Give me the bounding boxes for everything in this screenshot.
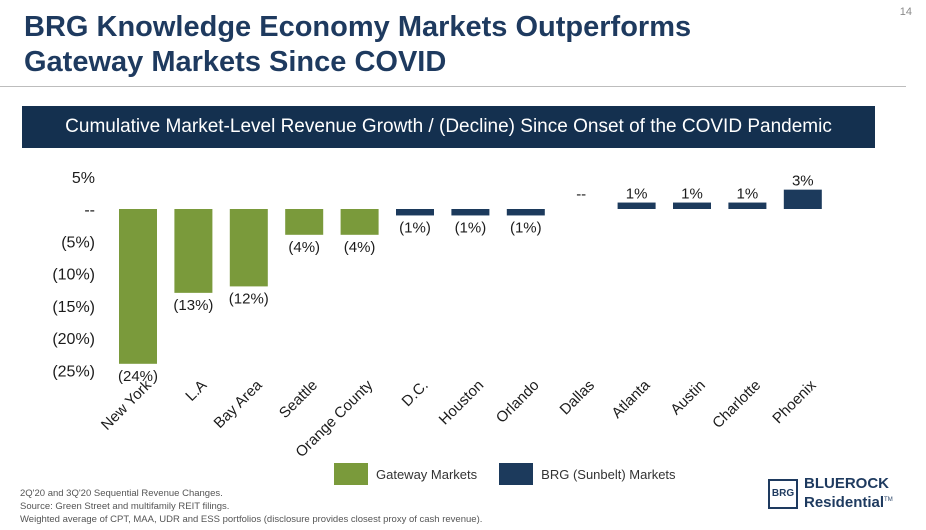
bluerock-logo: BRG BLUEROCK ResidentialTM <box>768 476 893 511</box>
legend-label-sunbelt: BRG (Sunbelt) Markets <box>541 466 676 482</box>
x-tick-label: Austin <box>667 377 709 419</box>
title-line-1: BRG Knowledge Economy Markets Outperform… <box>24 11 692 43</box>
data-label: 1% <box>737 186 759 203</box>
bar-houston <box>451 209 490 216</box>
bar-bay-area <box>229 209 268 287</box>
legend-item-gateway: Gateway Markets <box>334 463 477 485</box>
x-tick-label: Houston <box>436 377 488 429</box>
y-tick-label: 5% <box>72 170 95 187</box>
logo-line-2: ResidentialTM <box>804 492 893 511</box>
x-tick-label: Charlotte <box>709 377 764 432</box>
logo-tm: TM <box>884 497 893 503</box>
data-label: (1%) <box>510 219 542 236</box>
x-tick-label: Atlanta <box>608 376 654 422</box>
y-tick-label: (25%) <box>52 363 95 380</box>
y-tick-label: -- <box>84 202 95 219</box>
logo-mark: BRG <box>768 478 798 509</box>
x-tick-label: Seattle <box>276 377 321 422</box>
data-label: (1%) <box>399 219 431 236</box>
bar-l-a <box>174 209 213 293</box>
logo-line-1: BLUEROCK <box>804 475 889 492</box>
data-label: 1% <box>626 186 648 203</box>
y-tick-label: (5%) <box>61 234 95 251</box>
legend-label-gateway: Gateway Markets <box>376 466 478 482</box>
footnotes: 2Q'20 and 3Q'20 Sequential Revenue Chang… <box>20 487 482 526</box>
bar-charlotte <box>728 202 767 209</box>
bar-orange-county <box>340 209 379 235</box>
logo-line-2-text: Residential <box>804 494 885 511</box>
x-tick-label: New York <box>98 376 155 433</box>
x-tick-label: L.A <box>182 377 210 405</box>
x-tick-label: Phoenix <box>769 376 820 427</box>
data-label: (1%) <box>455 219 487 236</box>
footnote-1: 2Q'20 and 3Q'20 Sequential Revenue Chang… <box>20 488 223 499</box>
data-label: (13%) <box>173 297 213 314</box>
bar-new-york <box>119 209 157 364</box>
data-label: (24%) <box>118 368 158 385</box>
bar-phoenix <box>783 189 822 209</box>
data-label: (4%) <box>288 239 320 256</box>
data-label: 3% <box>792 173 814 190</box>
bar-seattle <box>285 209 324 235</box>
bar-atlanta <box>617 202 656 209</box>
chart-banner: Cumulative Market-Level Revenue Growth /… <box>22 106 875 148</box>
title-line-2: Gateway Markets Since COVID <box>24 46 447 78</box>
data-label: -- <box>576 186 586 203</box>
y-tick-label: (15%) <box>52 299 95 316</box>
legend-swatch-gateway <box>334 463 368 485</box>
data-label: (4%) <box>344 239 376 256</box>
footnote-3: Weighted average of CPT, MAA, UDR and ES… <box>20 514 483 525</box>
x-tick-label: Orlando <box>493 377 543 427</box>
bar-orlando <box>506 209 545 216</box>
logo-wordmark: BLUEROCK ResidentialTM <box>804 476 893 511</box>
y-tick-label: (20%) <box>52 331 95 348</box>
footnote-2: Source: Green Street and multifamily REI… <box>20 501 230 512</box>
y-tick-label: (10%) <box>52 267 95 284</box>
bar-austin <box>673 202 711 209</box>
title-divider <box>0 86 906 87</box>
data-label: (12%) <box>229 290 269 307</box>
legend-swatch-sunbelt <box>499 463 534 485</box>
x-tick-label: Dallas <box>557 377 598 418</box>
x-tick-label: Bay Area <box>211 376 267 432</box>
x-tick-label: D.C. <box>399 377 432 410</box>
revenue-growth-chart: 5% -- (5%) (10%) (15%) (20%) (25%) (24%)New Yor… <box>52 170 822 461</box>
data-label: 1% <box>681 186 703 203</box>
chart-legend: Gateway Markets BRG (Sunbelt) Markets <box>334 462 698 486</box>
page-title: BRG Knowledge Economy Markets Outperform… <box>24 10 804 80</box>
page-number: 14 <box>899 6 912 18</box>
legend-item-sunbelt: BRG (Sunbelt) Markets <box>499 463 676 485</box>
bar-d-c- <box>396 209 434 216</box>
